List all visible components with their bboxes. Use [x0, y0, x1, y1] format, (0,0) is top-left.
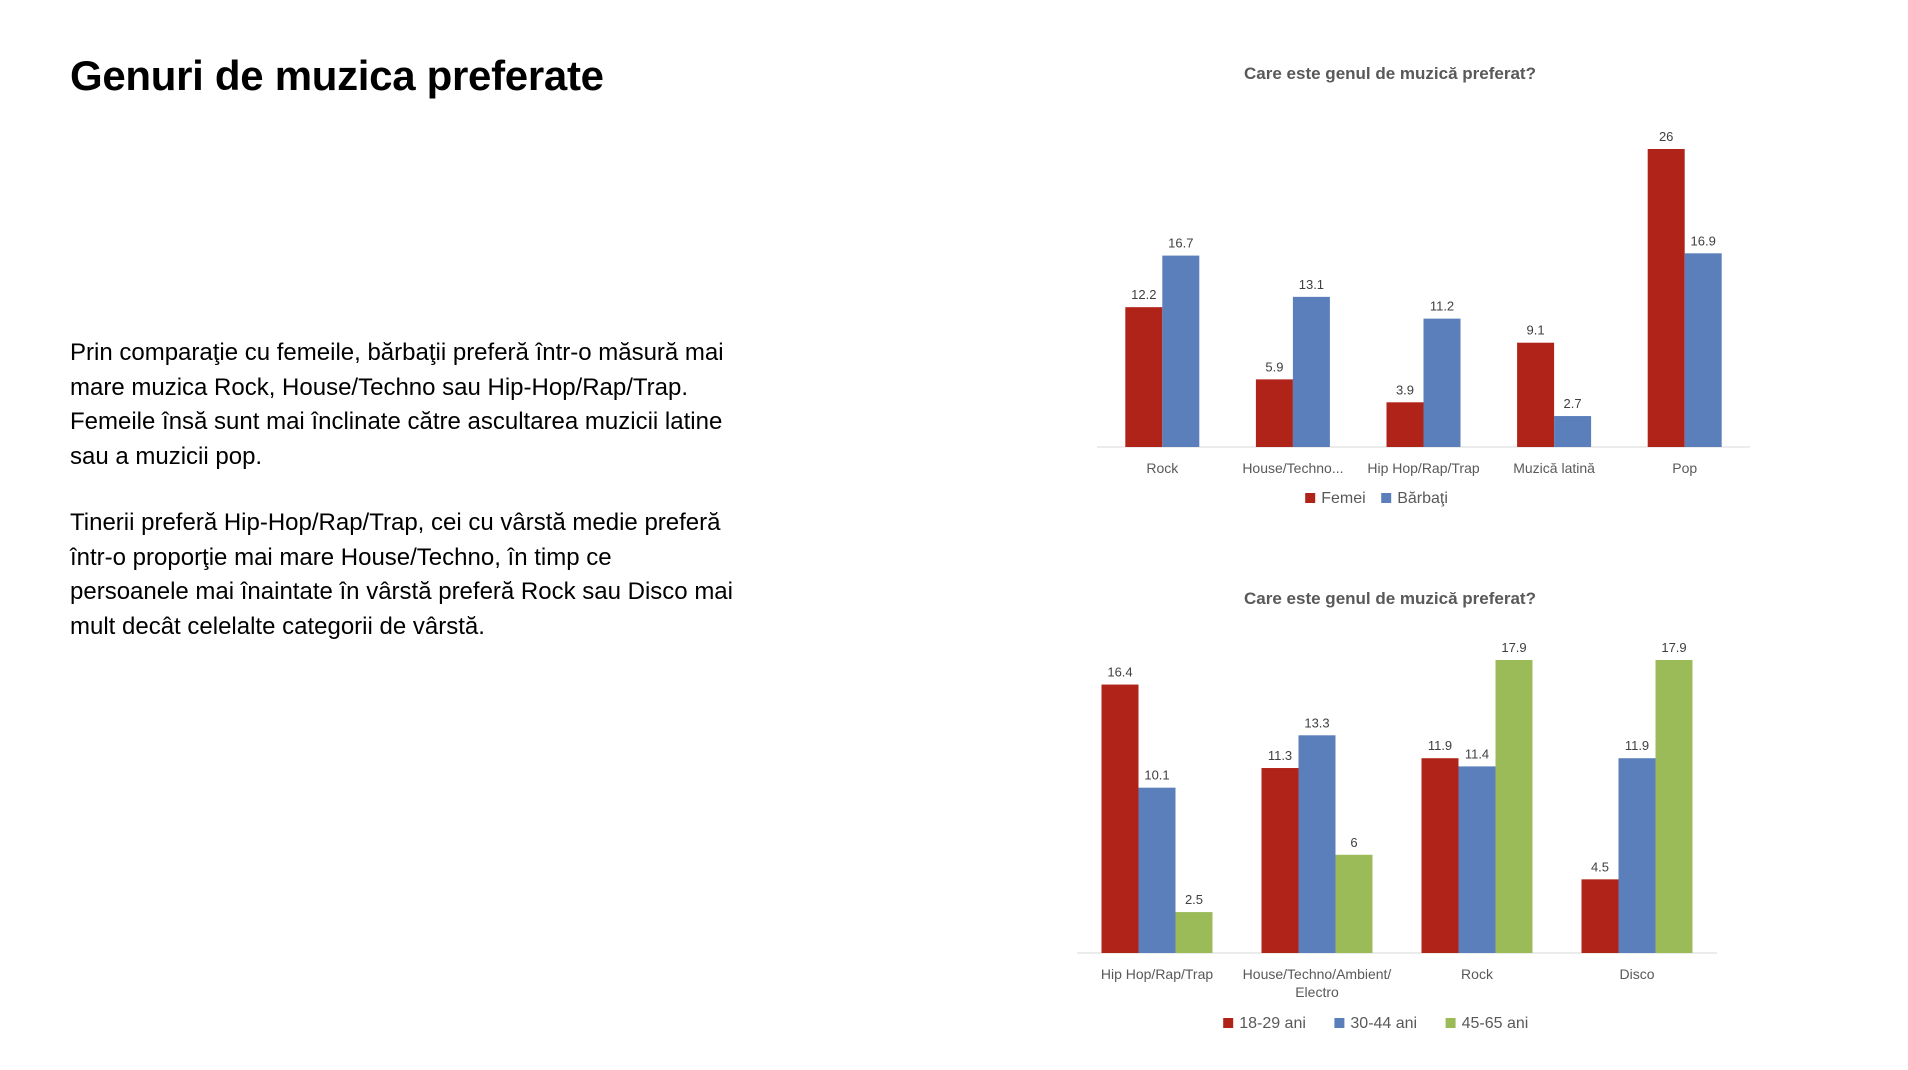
bar-18-29-ani-rock [1421, 758, 1459, 953]
data-label-45-65-ani-hip-hop-rap-trap: 2.5 [1185, 892, 1203, 907]
bar-b-rba-i-rock [1162, 255, 1200, 447]
data-label-45-65-ani-disco: 17.9 [1661, 640, 1686, 655]
data-label-30-44-ani-rock: 11.4 [1465, 746, 1489, 761]
category-label-hip-hop-rap-trap: Hip Hop/Rap/Trap [1367, 460, 1480, 476]
bar-45-65-ani-disco [1655, 660, 1693, 953]
category-label-house-techno: House/Techno... [1242, 460, 1343, 476]
legend-swatch-30-44-ani [1334, 1018, 1345, 1028]
chart-title: Care este genul de muzică preferat? [1244, 64, 1536, 83]
legend-label-45-65-ani: 45-65 ani [1462, 1015, 1529, 1032]
data-label-30-44-ani-disco: 11.9 [1625, 738, 1649, 753]
bar-30-44-ani-hip-hop-rap-trap [1138, 787, 1176, 953]
legend-label-30-44-ani: 30-44 ani [1350, 1015, 1417, 1032]
category-label-rock: Rock [1146, 460, 1179, 476]
legend-label-b-rba-i: Bărbaţi [1397, 490, 1448, 507]
category-label-rock: Rock [1461, 966, 1494, 982]
data-label-b-rba-i-hip-hop-rap-trap: 11.2 [1430, 299, 1454, 314]
bar-femei-muzic-latin [1517, 342, 1555, 447]
data-label-18-29-ani-rock: 11.9 [1428, 738, 1452, 753]
bar-b-rba-i-hip-hop-rap-trap [1423, 318, 1461, 447]
bar-femei-hip-hop-rap-trap [1386, 402, 1424, 447]
chart-gender: Care este genul de muzică preferat? 12.2 1… [1060, 55, 1760, 515]
data-label-femei-muzic-latin: 9.1 [1527, 323, 1545, 338]
data-label-femei-house-techno: 5.9 [1265, 359, 1283, 374]
bar-b-rba-i-muzic-latin [1554, 416, 1592, 447]
bar-18-29-ani-house-techno-ambient-electro [1261, 768, 1299, 953]
data-label-femei-rock: 12.2 [1131, 287, 1156, 302]
category-label-hip-hop-rap-trap: Hip Hop/Rap/Trap [1101, 966, 1214, 982]
bar-30-44-ani-rock [1458, 766, 1496, 953]
data-label-18-29-ani-disco: 4.5 [1591, 859, 1609, 874]
data-label-45-65-ani-house-techno-ambient-electro: 6 [1350, 835, 1357, 850]
body-text: Prin comparaţie cu femeile, bărbaţii pre… [70, 336, 735, 676]
bar-femei-rock [1125, 307, 1163, 447]
legend-label-18-29-ani: 18-29 ani [1239, 1015, 1306, 1032]
legend-swatch-femei [1305, 493, 1316, 503]
data-label-b-rba-i-house-techno: 13.1 [1299, 277, 1324, 292]
category-label-pop: Pop [1672, 460, 1697, 476]
chart-title: Care este genul de muzică preferat? [1244, 589, 1536, 608]
data-label-18-29-ani-house-techno-ambient-electro: 11.3 [1268, 748, 1292, 763]
data-label-18-29-ani-hip-hop-rap-trap: 16.4 [1107, 665, 1132, 680]
bar-30-44-ani-disco [1618, 758, 1656, 953]
legend-item-45-65-ani: 45-65 ani [1445, 1015, 1529, 1032]
bar-30-44-ani-house-techno-ambient-electro [1298, 735, 1336, 953]
legend-item-b-rba-i: Bărbaţi [1381, 490, 1448, 507]
legend-item-30-44-ani: 30-44 ani [1334, 1015, 1417, 1032]
data-label-b-rba-i-rock: 16.7 [1168, 236, 1193, 251]
legend-swatch-45-65-ani [1445, 1018, 1456, 1028]
legend-item-18-29-ani: 18-29 ani [1223, 1015, 1306, 1032]
chart-svg: Care este genul de muzică preferat? 16.4 1… [1077, 589, 1717, 1032]
paragraph-age: Tinerii preferă Hip-Hop/Rap/Trap, cei cu… [70, 509, 733, 640]
data-label-femei-pop: 26 [1659, 129, 1673, 144]
legend-swatch-18-29-ani [1223, 1018, 1234, 1028]
bar-b-rba-i-pop [1684, 253, 1722, 447]
data-label-30-44-ani-house-techno-ambient-electro: 13.3 [1304, 715, 1329, 730]
bar-45-65-ani-house-techno-ambient-electro [1335, 854, 1373, 953]
data-label-b-rba-i-muzic-latin: 2.7 [1564, 396, 1582, 411]
bar-femei-pop [1647, 149, 1685, 447]
bar-18-29-ani-disco [1581, 879, 1619, 953]
category-label-muzic-latin: Muzică latină [1513, 460, 1595, 476]
paragraph-gender: Prin comparaţie cu femeile, bărbaţii pre… [70, 339, 724, 470]
data-label-femei-hip-hop-rap-trap: 3.9 [1396, 382, 1414, 397]
bar-45-65-ani-rock [1495, 660, 1533, 953]
data-label-30-44-ani-hip-hop-rap-trap: 10.1 [1144, 768, 1169, 783]
bar-18-29-ani-hip-hop-rap-trap [1101, 684, 1139, 953]
legend-label-femei: Femei [1321, 490, 1365, 507]
category-label-disco: Disco [1619, 966, 1654, 982]
data-label-45-65-ani-rock: 17.9 [1501, 640, 1526, 655]
legend-item-femei: Femei [1305, 490, 1366, 507]
chart-age: Care este genul de muzică preferat? 16.4 1… [1060, 580, 1760, 1040]
slide-title: Genuri de muzica preferate [70, 52, 604, 99]
bar-femei-house-techno [1255, 379, 1293, 447]
legend-swatch-b-rba-i [1381, 493, 1392, 503]
data-label-b-rba-i-pop: 16.9 [1691, 233, 1716, 248]
chart-svg: Care este genul de muzică preferat? 12.2 1… [1097, 64, 1750, 507]
bar-b-rba-i-house-techno [1292, 296, 1330, 447]
category-label-house-techno-ambient-electro: House/Techno/Ambient/Electro [1243, 966, 1392, 1000]
bar-45-65-ani-hip-hop-rap-trap [1175, 912, 1213, 953]
